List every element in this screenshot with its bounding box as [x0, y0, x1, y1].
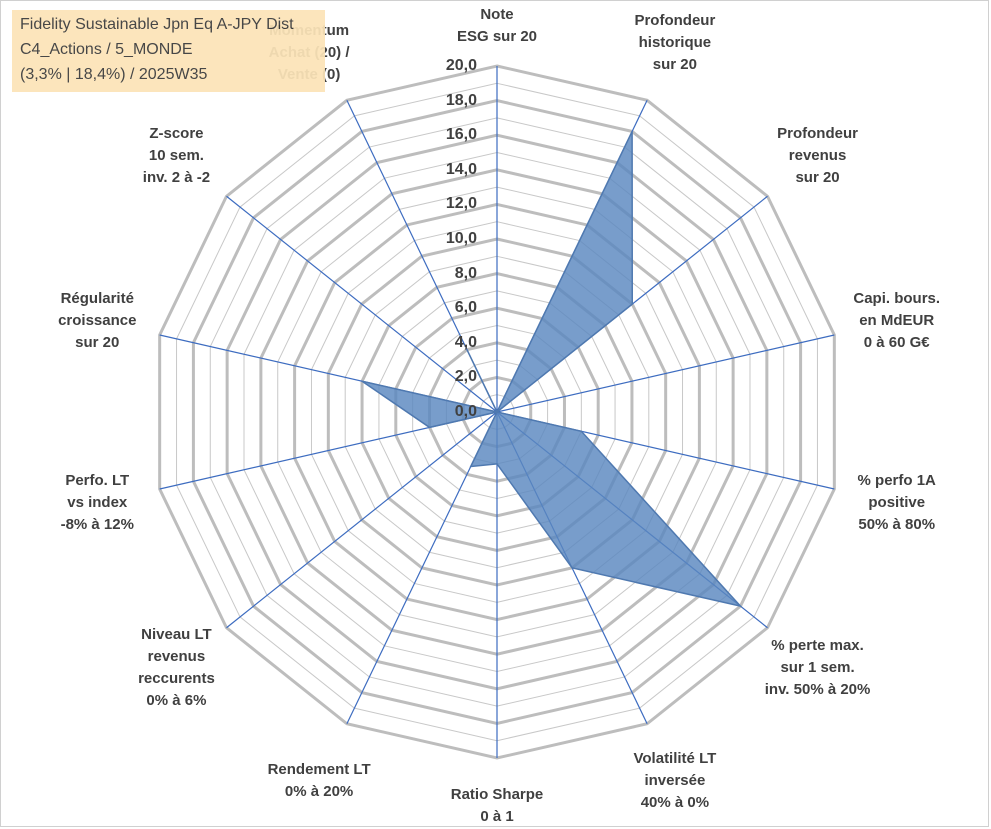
axis-label: % perfo 1A positive 50% à 80%: [857, 472, 936, 534]
tick-label: 12,0: [445, 195, 477, 213]
axis-label: Volatilité LT inversée 40% à 0%: [633, 750, 717, 812]
tick-label: 18,0: [445, 91, 477, 109]
fund-stats: (3,3% | 18,4%) / 2025W35: [20, 66, 208, 83]
axis-spoke: [226, 195, 498, 413]
tick-label: 2,0: [454, 368, 477, 386]
tick-label: 10,0: [445, 230, 477, 247]
axis-spoke: [496, 334, 835, 413]
axis-label: Profondeur historique sur 20: [634, 11, 716, 73]
axis-label: Régularité croissance sur 20: [58, 289, 137, 351]
series-area: [361, 131, 743, 608]
tick-label: 0,0: [454, 403, 477, 420]
title-box: Fidelity Sustainable Jpn Eq A-JPY Dist C…: [12, 10, 325, 92]
axis-label: Note ESG sur 20: [456, 6, 538, 45]
axis-label: Perfo. LT vs index -8% à 12%: [60, 472, 134, 534]
axis-spoke: [226, 411, 498, 629]
tick-label: 6,0: [454, 299, 477, 317]
axis-label: Capi. bours. en MdEUR 0 à 60 G€: [853, 289, 941, 351]
fund-category: C4_Actions / 5_MONDE: [20, 41, 193, 58]
tick-label: 20,0: [445, 57, 477, 74]
axis-label: Niveau LT revenus reccurents 0% à 6%: [138, 625, 215, 709]
fund-name: Fidelity Sustainable Jpn Eq A-JPY Dist: [20, 16, 294, 33]
tick-label: 16,0: [445, 126, 477, 144]
tick-label: 14,0: [445, 160, 477, 178]
axis-label: Profondeur revenus sur 20: [777, 125, 858, 187]
tick-label: 8,0: [454, 264, 477, 282]
tick-label: 4,0: [454, 333, 477, 351]
axis-label: Ratio Sharpe 0 à 1: [450, 786, 544, 825]
axis-label: Z-score 10 sem. inv. 2 à -2: [142, 125, 211, 187]
axis-label: % perte max. sur 1 sem. inv. 50% à 20%: [764, 636, 871, 698]
axis-label: Rendement LT 0% à 20%: [267, 761, 371, 801]
